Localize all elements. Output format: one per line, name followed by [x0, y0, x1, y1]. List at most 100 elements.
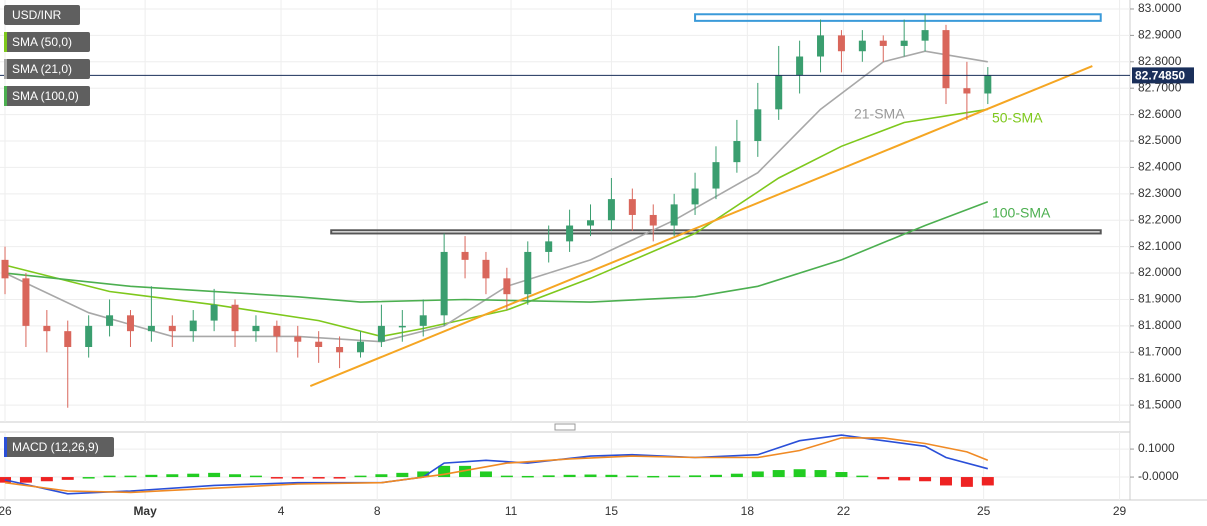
histogram-bar — [270, 477, 283, 479]
histogram-bar — [479, 471, 492, 478]
histogram-bar — [835, 472, 848, 478]
y-tick-label: 82.8000 — [1138, 54, 1182, 68]
x-tick-label: 4 — [278, 504, 285, 518]
histogram-bar — [793, 469, 806, 478]
histogram-bar — [312, 477, 325, 479]
annotation: 50-SMA — [992, 109, 1043, 125]
price-zone — [330, 229, 1102, 235]
y-tick-label: 81.5000 — [1138, 397, 1182, 411]
legend-swatch — [4, 32, 7, 52]
y-tick-label: 81.9000 — [1138, 292, 1182, 306]
y-tick-label: 82.9000 — [1138, 28, 1182, 42]
histogram-bar — [939, 477, 952, 486]
histogram-bar — [375, 474, 388, 478]
histogram-bar — [605, 474, 618, 478]
histogram-bar — [19, 477, 32, 483]
histogram-bar — [124, 475, 137, 478]
legend-box — [4, 5, 80, 25]
histogram-bar — [438, 465, 451, 478]
candle-body — [817, 35, 825, 57]
candle-body — [22, 278, 30, 326]
candle-body — [837, 35, 845, 52]
candle-body — [231, 304, 239, 332]
histogram-bar — [40, 477, 53, 482]
histogram-bar — [877, 477, 890, 480]
candle-body — [189, 320, 197, 332]
histogram-bar — [542, 475, 555, 478]
y-tick-label: 82.6000 — [1138, 107, 1182, 121]
x-tick-label: May — [133, 504, 157, 518]
histogram-bar — [772, 470, 785, 478]
candle-body — [984, 75, 992, 94]
candle-body — [566, 225, 574, 242]
legend-label: USD/INR — [12, 8, 62, 22]
x-tick-label: 15 — [605, 504, 619, 518]
legend-label: SMA (21,0) — [12, 62, 72, 76]
x-tick-label: 18 — [741, 504, 755, 518]
candle-body — [64, 331, 72, 348]
candle-body — [273, 325, 281, 337]
candle-body — [879, 40, 887, 46]
candle-body — [210, 304, 218, 321]
candle-body — [524, 251, 532, 295]
histogram-bar — [354, 475, 367, 478]
candle-body — [1, 259, 9, 279]
candle-body — [942, 30, 950, 89]
x-tick-label: 8 — [374, 504, 381, 518]
y-tick-label: 82.2000 — [1138, 212, 1182, 226]
candle-body — [440, 251, 448, 316]
candle-body — [670, 204, 678, 226]
y-tick-label: 83.0000 — [1138, 1, 1182, 15]
x-tick-label: 22 — [837, 504, 851, 518]
grid — [0, 0, 1130, 422]
histogram-bar — [730, 473, 743, 478]
annotation: 21-SMA — [854, 105, 905, 121]
candle-body — [607, 199, 615, 221]
candle-body — [858, 40, 866, 52]
legend-label: MACD (12,26,9) — [12, 440, 99, 454]
histogram-bar — [981, 477, 994, 486]
histogram-bar — [563, 474, 576, 478]
candle-body — [252, 325, 260, 332]
histogram-bar — [333, 477, 346, 479]
candle-body — [147, 325, 155, 332]
histogram-bar — [626, 475, 639, 478]
candle-body — [398, 325, 406, 328]
histogram-bar — [898, 477, 911, 481]
legend-box — [4, 86, 90, 106]
candle-body — [43, 325, 51, 332]
candle-body — [106, 315, 114, 326]
candle-body — [503, 278, 511, 295]
histogram-bar — [166, 474, 179, 478]
candle-body — [419, 315, 427, 326]
candle-body — [691, 188, 699, 205]
histogram-bar — [229, 474, 242, 478]
histogram-bar — [584, 474, 597, 478]
candle-body — [356, 341, 364, 353]
x-tick-label: 25 — [977, 504, 991, 518]
candle-body — [482, 259, 490, 279]
y-tick-label: 82.7000 — [1138, 80, 1182, 94]
price-zone — [694, 13, 1102, 22]
histogram-bar — [856, 475, 869, 478]
pane-handle[interactable] — [554, 423, 576, 431]
candle-body — [754, 109, 762, 142]
candle-body — [461, 251, 469, 260]
histogram-bar — [187, 473, 200, 478]
candle-body — [921, 30, 929, 41]
histogram-bar — [919, 477, 932, 482]
candle-body — [733, 141, 741, 163]
candle-body — [775, 74, 783, 110]
candle-body — [796, 56, 804, 75]
trend-line — [309, 65, 1093, 388]
histogram-bar — [689, 475, 702, 478]
candle-body — [712, 162, 720, 189]
y-tick-label: 81.6000 — [1138, 371, 1182, 385]
legend-box — [4, 32, 90, 52]
candle-body — [545, 241, 553, 252]
histogram-bar — [291, 477, 304, 479]
histogram-bar — [459, 465, 472, 478]
y-tick-label: 81.8000 — [1138, 318, 1182, 332]
